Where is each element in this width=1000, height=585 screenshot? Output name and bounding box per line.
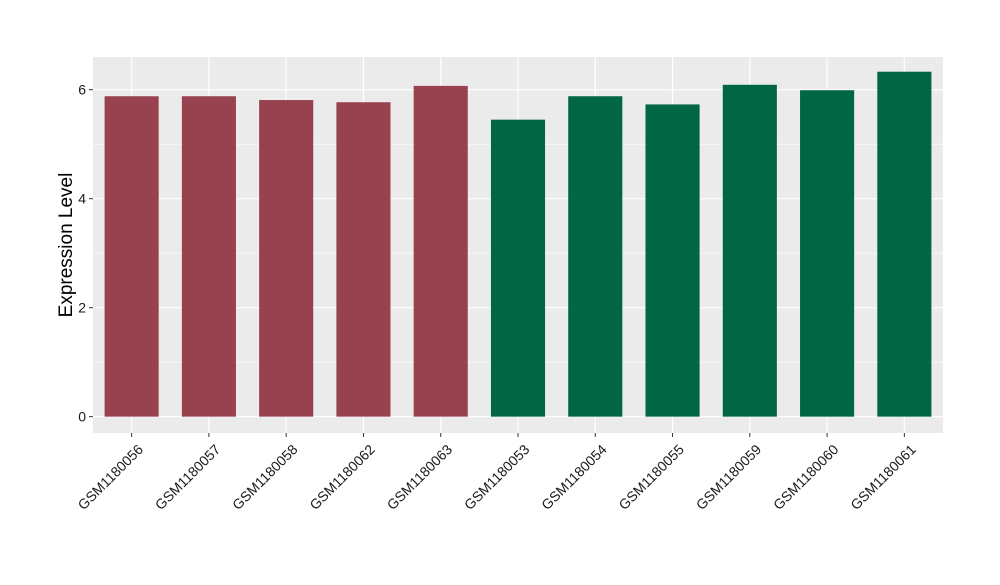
x-tick-label: GSM1180057 (152, 441, 224, 513)
y-tick-label: 0 (78, 409, 86, 425)
y-tick-label: 6 (78, 82, 86, 98)
x-tick-label: GSM1180053 (461, 441, 533, 513)
bar-GSM1180059 (722, 84, 777, 417)
bar-GSM1180054 (568, 96, 623, 417)
bar-GSM1180056 (104, 96, 159, 417)
y-tick-label: 4 (78, 191, 86, 207)
y-tick-label: 2 (78, 300, 86, 316)
x-tick-label: GSM1180063 (384, 441, 456, 513)
x-tick-label: GSM1180061 (847, 441, 919, 513)
x-tick-label: GSM1180056 (74, 441, 146, 513)
bar-GSM1180053 (490, 119, 546, 417)
y-axis-title: Expression Level (56, 173, 77, 318)
bar-GSM1180058 (259, 100, 314, 417)
bar-GSM1180060 (800, 90, 855, 417)
y-axis: 0 2 4 6 (78, 82, 93, 425)
x-tick-label: GSM1180055 (615, 441, 687, 513)
x-tick-label: GSM1180059 (693, 441, 765, 513)
bar-GSM1180055 (645, 104, 700, 417)
x-tick-label: GSM1180060 (770, 441, 842, 513)
bar-GSM1180063 (413, 85, 468, 417)
x-axis: GSM1180056 GSM1180057 GSM1180058 GSM1180062… (74, 433, 919, 513)
bar-GSM1180057 (181, 96, 236, 417)
x-tick-label: GSM1180058 (229, 441, 301, 513)
bar-GSM1180061 (877, 71, 932, 417)
bar-series (104, 71, 932, 417)
x-tick-label: GSM1180062 (306, 441, 378, 513)
x-tick-label: GSM1180054 (538, 441, 610, 513)
bar-GSM1180062 (336, 102, 391, 417)
